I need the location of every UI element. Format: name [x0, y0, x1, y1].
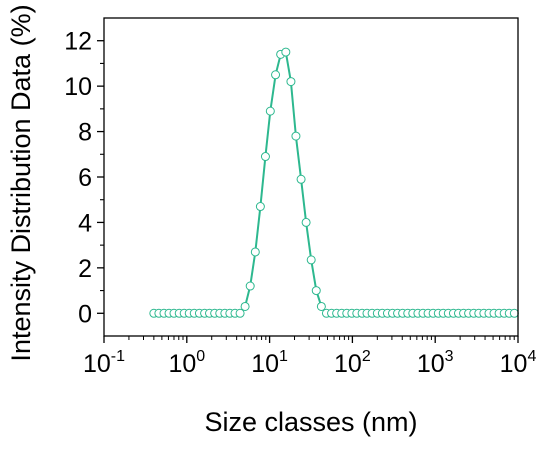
y-tick-label: 0: [78, 300, 92, 328]
data-point: [301, 217, 311, 227]
plot-frame: [103, 17, 519, 337]
y-tick-label: 12: [64, 28, 92, 56]
data-point: [265, 106, 275, 116]
series-line: [153, 50, 515, 315]
data-point: [286, 77, 296, 87]
data-point: [240, 301, 250, 311]
data-point: [260, 152, 270, 162]
data-point: [291, 131, 301, 141]
y-tick-label: 2: [78, 255, 92, 283]
y-tick-label: 10: [64, 73, 92, 101]
y-axis: 0 2 4 6 8 10 12: [64, 28, 104, 328]
data-point: [311, 286, 321, 296]
x-tick-label: 100: [168, 348, 205, 378]
x-tick-label: 101: [251, 348, 288, 378]
data-point: [271, 70, 281, 80]
data-point: [255, 202, 265, 212]
data-point: [509, 308, 519, 318]
y-tick-label: 6: [78, 164, 92, 192]
x-axis-title: Size classes (nm): [204, 407, 417, 437]
x-tick-label: 10-1: [83, 348, 125, 378]
data-point: [281, 47, 291, 57]
data-point: [250, 247, 260, 257]
data-point: [245, 281, 255, 291]
data-point: [306, 255, 316, 265]
x-tick-label: 104: [500, 348, 537, 378]
x-tick-label: 102: [334, 348, 371, 378]
y-tick-label: 8: [78, 119, 92, 147]
x-tick-label: 103: [417, 348, 454, 378]
data-point: [235, 308, 245, 318]
data-point: [316, 301, 326, 311]
y-tick-label: 4: [78, 209, 92, 237]
x-axis: 10-1 100 101 102 103 104: [83, 336, 536, 378]
data-point: [296, 174, 306, 184]
series-layer: [149, 47, 519, 318]
y-axis-title: Intensity Distribution Data (%): [6, 4, 36, 361]
